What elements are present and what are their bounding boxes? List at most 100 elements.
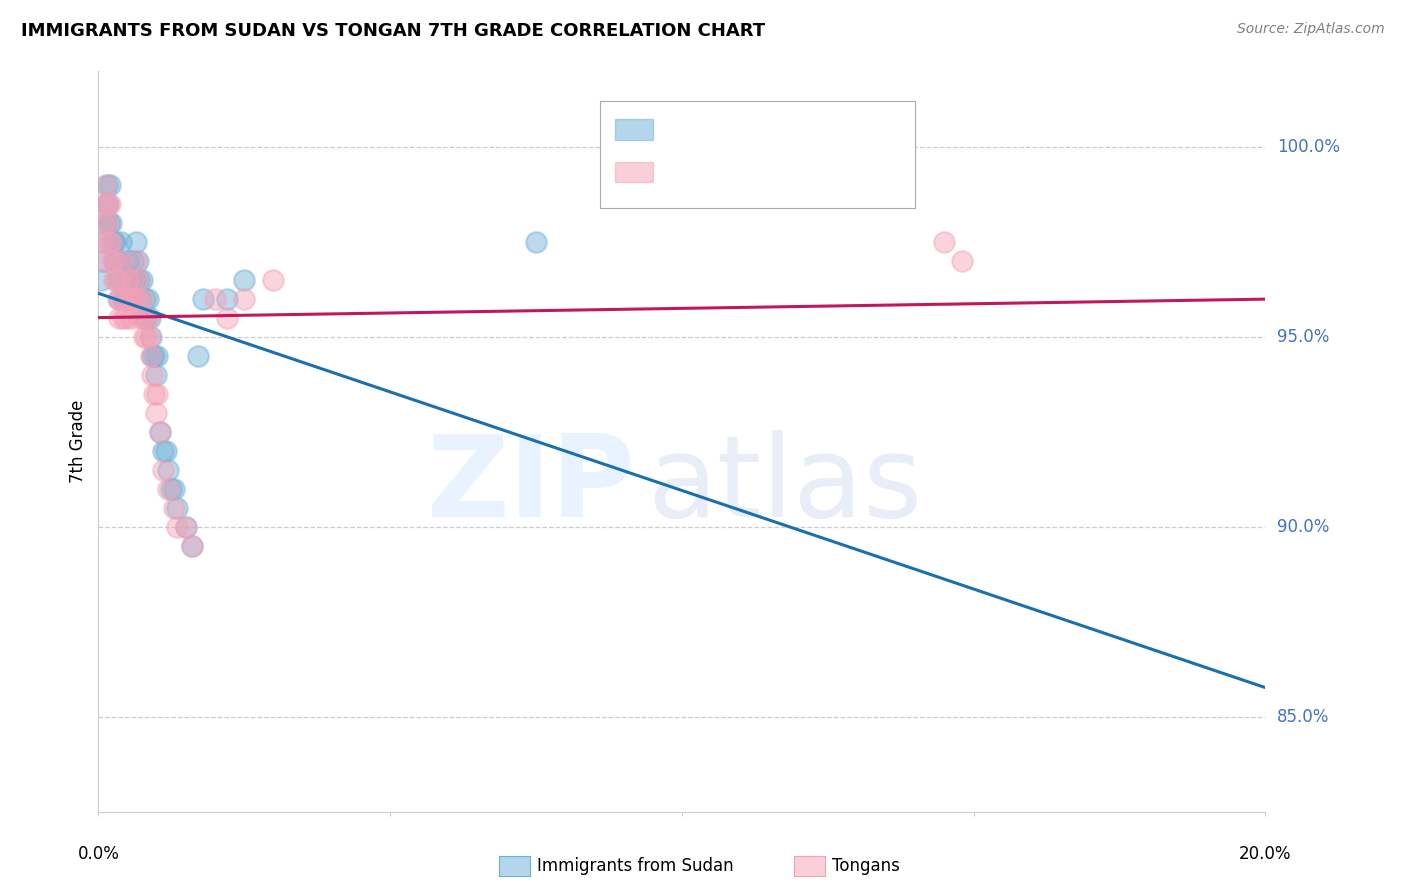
Point: [98, 197, 121, 211]
Point: [145, 368, 167, 383]
Point: [107, 273, 129, 287]
Text: 56: 56: [823, 163, 846, 181]
FancyBboxPatch shape: [616, 120, 652, 140]
Point: [136, 292, 159, 306]
Point: [91, 254, 114, 268]
Point: [193, 292, 215, 306]
Point: [187, 349, 209, 363]
Text: R =: R =: [662, 120, 702, 139]
Point: [121, 273, 143, 287]
Point: [104, 235, 127, 250]
Point: [97, 197, 120, 211]
Point: [127, 273, 149, 287]
Point: [149, 425, 172, 439]
Point: [110, 254, 132, 268]
Point: [155, 444, 177, 458]
Point: [108, 311, 131, 326]
Point: [94, 197, 117, 211]
Point: [91, 235, 114, 250]
Point: [104, 254, 127, 268]
Point: [120, 292, 142, 306]
Point: [157, 463, 180, 477]
Point: [115, 292, 138, 306]
Point: [98, 178, 121, 193]
Point: [94, 197, 117, 211]
Point: [180, 539, 202, 553]
Point: [104, 273, 127, 287]
Text: R =: R =: [662, 163, 702, 181]
Point: [101, 254, 124, 268]
Point: [110, 235, 132, 250]
Point: [97, 216, 120, 230]
Text: N =: N =: [772, 163, 811, 181]
Point: [122, 273, 145, 287]
Point: [139, 330, 162, 344]
Y-axis label: 7th Grade: 7th Grade: [69, 400, 87, 483]
Point: [166, 520, 188, 534]
Point: [134, 292, 156, 306]
Point: [180, 539, 202, 553]
Point: [125, 254, 148, 268]
Text: Tongans: Tongans: [832, 857, 900, 875]
Point: [90, 254, 112, 268]
Point: [129, 311, 152, 326]
Point: [149, 425, 172, 439]
Text: IMMIGRANTS FROM SUDAN VS TONGAN 7TH GRADE CORRELATION CHART: IMMIGRANTS FROM SUDAN VS TONGAN 7TH GRAD…: [21, 22, 765, 40]
Point: [114, 273, 136, 287]
Point: [134, 311, 156, 326]
Point: [103, 254, 125, 268]
Point: [141, 349, 163, 363]
Point: [160, 482, 183, 496]
Point: [129, 292, 152, 306]
Point: [97, 216, 120, 230]
Point: [174, 520, 197, 534]
Point: [111, 273, 134, 287]
Point: [145, 406, 167, 420]
Point: [142, 387, 165, 401]
Text: Immigrants from Sudan: Immigrants from Sudan: [537, 857, 734, 875]
Point: [142, 349, 165, 363]
Point: [125, 235, 148, 250]
Point: [163, 500, 186, 515]
Point: [111, 292, 134, 306]
Point: [152, 444, 174, 458]
Point: [117, 273, 139, 287]
Point: [163, 482, 186, 496]
Text: ZIP: ZIP: [427, 431, 636, 541]
Point: [132, 311, 155, 326]
Point: [120, 311, 142, 326]
Point: [103, 273, 125, 287]
Point: [121, 292, 143, 306]
Point: [107, 292, 129, 306]
Text: N =: N =: [772, 120, 811, 139]
Point: [131, 292, 153, 306]
Point: [215, 292, 238, 306]
Point: [94, 216, 117, 230]
Text: 20.0%: 20.0%: [1239, 845, 1292, 863]
Point: [139, 311, 162, 326]
Point: [124, 292, 146, 306]
Point: [262, 273, 284, 287]
Point: [139, 349, 162, 363]
Point: [96, 178, 118, 193]
Point: [118, 273, 141, 287]
Point: [100, 216, 122, 230]
Point: [108, 254, 131, 268]
Text: Source: ZipAtlas.com: Source: ZipAtlas.com: [1237, 22, 1385, 37]
Point: [146, 387, 169, 401]
Point: [135, 330, 157, 344]
Point: [141, 368, 163, 383]
Point: [127, 254, 149, 268]
Text: 0.177: 0.177: [713, 120, 770, 139]
Point: [100, 235, 122, 250]
Point: [132, 330, 155, 344]
Text: 90.0%: 90.0%: [1277, 518, 1330, 536]
Point: [934, 235, 956, 250]
FancyBboxPatch shape: [600, 101, 915, 209]
Point: [108, 292, 131, 306]
Point: [108, 273, 131, 287]
Point: [97, 235, 120, 250]
Point: [524, 235, 547, 250]
Point: [93, 216, 115, 230]
FancyBboxPatch shape: [616, 161, 652, 183]
